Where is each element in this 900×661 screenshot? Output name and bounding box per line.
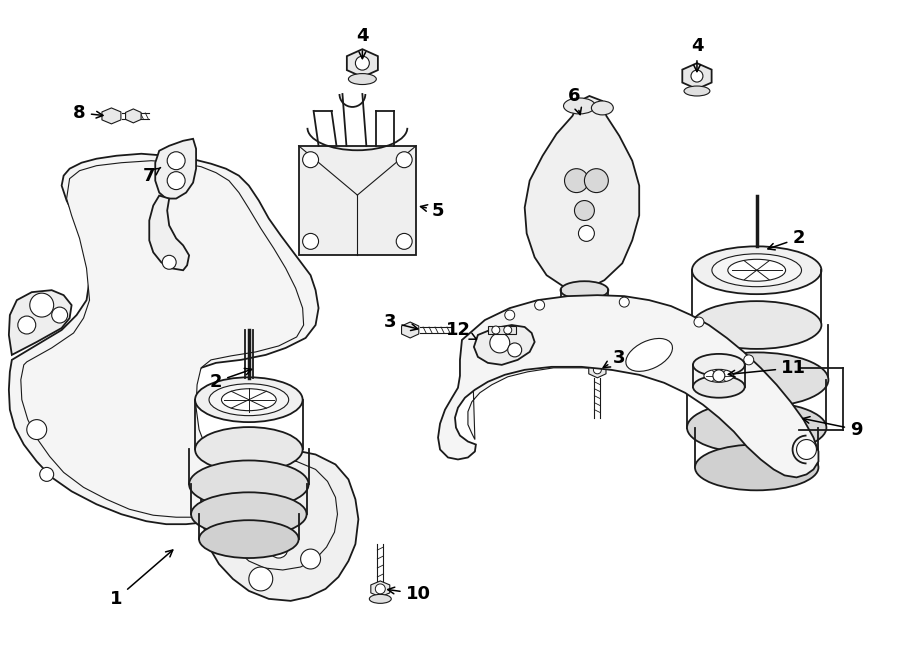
Circle shape bbox=[30, 293, 54, 317]
Polygon shape bbox=[21, 161, 303, 517]
Circle shape bbox=[167, 152, 185, 170]
Polygon shape bbox=[525, 96, 639, 290]
Polygon shape bbox=[102, 108, 121, 124]
Bar bbox=[299, 146, 416, 255]
Ellipse shape bbox=[684, 86, 710, 96]
Circle shape bbox=[593, 366, 601, 374]
Circle shape bbox=[396, 233, 412, 249]
Ellipse shape bbox=[693, 376, 745, 398]
Circle shape bbox=[694, 317, 704, 327]
Circle shape bbox=[51, 307, 68, 323]
Circle shape bbox=[508, 343, 522, 357]
Circle shape bbox=[574, 200, 594, 221]
Ellipse shape bbox=[693, 354, 745, 376]
Ellipse shape bbox=[563, 98, 596, 114]
Circle shape bbox=[223, 533, 238, 549]
Text: 12: 12 bbox=[446, 321, 476, 339]
Circle shape bbox=[584, 169, 608, 192]
Circle shape bbox=[375, 584, 385, 594]
Circle shape bbox=[504, 326, 512, 334]
Polygon shape bbox=[201, 449, 358, 601]
Ellipse shape bbox=[199, 520, 299, 558]
Circle shape bbox=[270, 540, 288, 558]
Circle shape bbox=[579, 225, 594, 241]
Ellipse shape bbox=[692, 301, 822, 349]
Circle shape bbox=[302, 233, 319, 249]
Polygon shape bbox=[474, 325, 535, 365]
Text: 11: 11 bbox=[728, 359, 806, 377]
Polygon shape bbox=[213, 459, 338, 570]
Text: 7: 7 bbox=[143, 167, 160, 184]
Circle shape bbox=[619, 297, 629, 307]
Ellipse shape bbox=[195, 427, 302, 472]
Circle shape bbox=[302, 152, 319, 168]
Circle shape bbox=[18, 316, 36, 334]
Circle shape bbox=[167, 172, 185, 190]
Circle shape bbox=[396, 152, 412, 168]
Ellipse shape bbox=[704, 369, 734, 382]
Text: 2: 2 bbox=[210, 368, 252, 391]
Ellipse shape bbox=[692, 247, 822, 294]
Text: 5: 5 bbox=[420, 202, 445, 219]
Circle shape bbox=[691, 70, 703, 82]
Text: 1: 1 bbox=[110, 550, 173, 608]
Polygon shape bbox=[401, 322, 419, 338]
Ellipse shape bbox=[561, 306, 608, 324]
Circle shape bbox=[301, 549, 320, 569]
Bar bbox=[488, 326, 516, 334]
Ellipse shape bbox=[369, 594, 392, 603]
Circle shape bbox=[564, 169, 589, 192]
Circle shape bbox=[219, 487, 233, 501]
Ellipse shape bbox=[191, 492, 307, 536]
Ellipse shape bbox=[626, 338, 672, 371]
Ellipse shape bbox=[195, 377, 302, 422]
Text: 3: 3 bbox=[384, 313, 418, 331]
Ellipse shape bbox=[695, 444, 818, 490]
Polygon shape bbox=[126, 109, 141, 123]
Circle shape bbox=[40, 467, 54, 481]
Polygon shape bbox=[9, 154, 319, 524]
Polygon shape bbox=[371, 581, 390, 597]
Polygon shape bbox=[155, 139, 196, 198]
Ellipse shape bbox=[728, 259, 786, 281]
Ellipse shape bbox=[189, 461, 309, 508]
Ellipse shape bbox=[591, 101, 613, 115]
Circle shape bbox=[356, 56, 369, 70]
Text: 4: 4 bbox=[690, 37, 703, 71]
Ellipse shape bbox=[561, 281, 608, 299]
Circle shape bbox=[248, 567, 273, 591]
Circle shape bbox=[490, 333, 509, 353]
Circle shape bbox=[491, 326, 500, 334]
Ellipse shape bbox=[687, 402, 826, 453]
Circle shape bbox=[162, 255, 176, 269]
Circle shape bbox=[796, 440, 816, 459]
Text: 9: 9 bbox=[803, 416, 862, 439]
Ellipse shape bbox=[221, 389, 276, 410]
Ellipse shape bbox=[348, 73, 376, 85]
Text: 8: 8 bbox=[73, 104, 103, 122]
Polygon shape bbox=[468, 305, 796, 465]
Polygon shape bbox=[149, 196, 189, 270]
Polygon shape bbox=[589, 362, 606, 378]
Text: 4: 4 bbox=[356, 27, 369, 59]
Circle shape bbox=[535, 300, 544, 310]
Circle shape bbox=[27, 420, 47, 440]
Polygon shape bbox=[346, 49, 378, 77]
Text: 2: 2 bbox=[768, 229, 805, 250]
Circle shape bbox=[505, 310, 515, 320]
Text: 6: 6 bbox=[568, 87, 581, 114]
Ellipse shape bbox=[685, 352, 828, 407]
Text: 3: 3 bbox=[603, 349, 625, 368]
Polygon shape bbox=[682, 63, 712, 89]
Circle shape bbox=[713, 370, 725, 382]
Polygon shape bbox=[9, 290, 72, 355]
Ellipse shape bbox=[712, 254, 802, 287]
Text: 10: 10 bbox=[388, 585, 430, 603]
Ellipse shape bbox=[209, 384, 289, 416]
Circle shape bbox=[743, 355, 753, 365]
Polygon shape bbox=[438, 295, 818, 477]
